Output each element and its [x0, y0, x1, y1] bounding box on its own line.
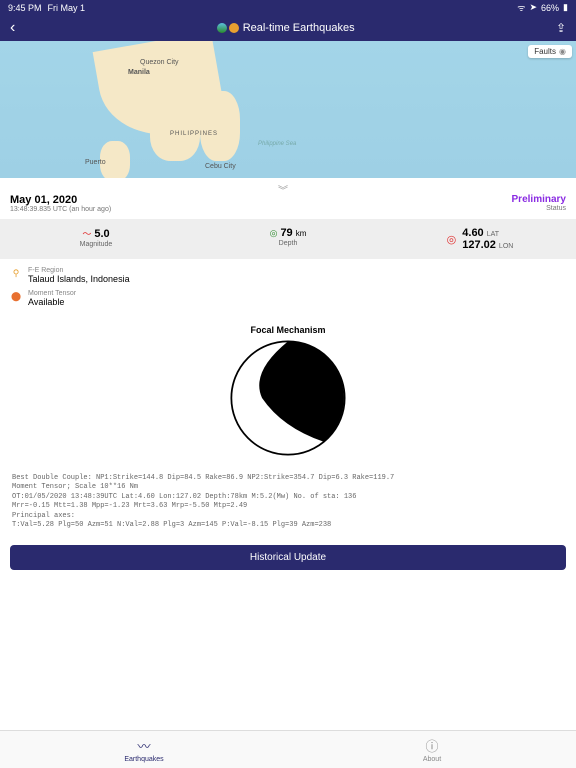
event-time: 13:48:39.835 UTC (an hour ago) — [10, 206, 111, 213]
back-button[interactable]: ‹ — [10, 19, 15, 37]
city-label: Cebu City — [205, 163, 236, 170]
event-date: May 01, 2020 — [10, 194, 111, 206]
coords-metric: ◎ 4.60LAT 127.02LON — [384, 227, 576, 251]
about-icon: ⓘ — [425, 736, 438, 755]
drag-handle[interactable]: ︾ — [0, 178, 576, 190]
tab-earthquakes[interactable]: 〰 Earthquakes — [0, 731, 288, 768]
depth-icon: ◎ — [270, 228, 278, 239]
event-status-label: Status — [512, 205, 566, 212]
city-label: Quezon City — [140, 59, 179, 66]
beachball-diagram — [229, 339, 347, 457]
status-bar: 9:45 PM Fri May 1 ᯤ ➤ 66% ▮ — [0, 0, 576, 15]
tensor-data-text: Best Double Couple: NP1:Strike=144.8 Dip… — [0, 466, 576, 539]
battery-pct: 66% — [541, 3, 559, 13]
metrics-bar: 〜 5.0 Magnitude ◎ 79 km Depth ◎ 4.60LAT … — [0, 219, 576, 259]
status-date: Fri May 1 — [48, 3, 86, 13]
faults-toggle-icon: ◉ — [559, 47, 566, 56]
faults-button[interactable]: Faults ◉ — [528, 45, 572, 58]
map[interactable]: Quezon City Manila PHILIPPINES Cebu City… — [0, 41, 576, 178]
tab-about[interactable]: ⓘ About — [288, 731, 576, 768]
info-section: ⚲ F-E Region Talaud Islands, Indonesia ⬤… — [0, 259, 576, 321]
event-status: Preliminary — [512, 194, 566, 205]
logo-icon-2 — [229, 23, 239, 33]
battery-icon: ▮ — [563, 2, 568, 13]
location-icon: ➤ — [529, 2, 537, 13]
nav-title: Real-time Earthquakes — [217, 22, 355, 34]
city-label: Manila — [128, 69, 150, 76]
event-header: May 01, 2020 13:48:39.835 UTC (an hour a… — [0, 190, 576, 215]
sea-label: Philippine Sea — [258, 141, 296, 147]
historical-update-button[interactable]: Historical Update — [10, 545, 566, 570]
focal-mechanism: Focal Mechanism — [0, 321, 576, 466]
landmass — [200, 91, 240, 161]
country-label: PHILIPPINES — [170, 131, 218, 137]
city-label: Puerto — [85, 159, 106, 166]
wifi-icon: ᯤ — [517, 1, 525, 14]
magnitude-icon: 〜 — [82, 227, 91, 240]
earthquakes-icon: 〰 — [137, 736, 150, 755]
share-button[interactable]: ⇪ — [556, 21, 566, 35]
focal-title: Focal Mechanism — [0, 325, 576, 335]
depth-metric: ◎ 79 km Depth — [192, 227, 384, 251]
nav-bar: ‹ Real-time Earthquakes ⇪ — [0, 15, 576, 41]
logo-icon-1 — [217, 23, 227, 33]
tensor-icon: ⬤ — [10, 290, 22, 302]
magnitude-metric: 〜 5.0 Magnitude — [0, 227, 192, 251]
target-icon: ◎ — [447, 233, 457, 246]
tab-bar: 〰 Earthquakes ⓘ About — [0, 730, 576, 768]
tensor-row: ⬤ Moment Tensor Available — [10, 290, 566, 307]
region-row: ⚲ F-E Region Talaud Islands, Indonesia — [10, 267, 566, 284]
region-icon: ⚲ — [10, 267, 22, 279]
status-time: 9:45 PM — [8, 3, 42, 13]
